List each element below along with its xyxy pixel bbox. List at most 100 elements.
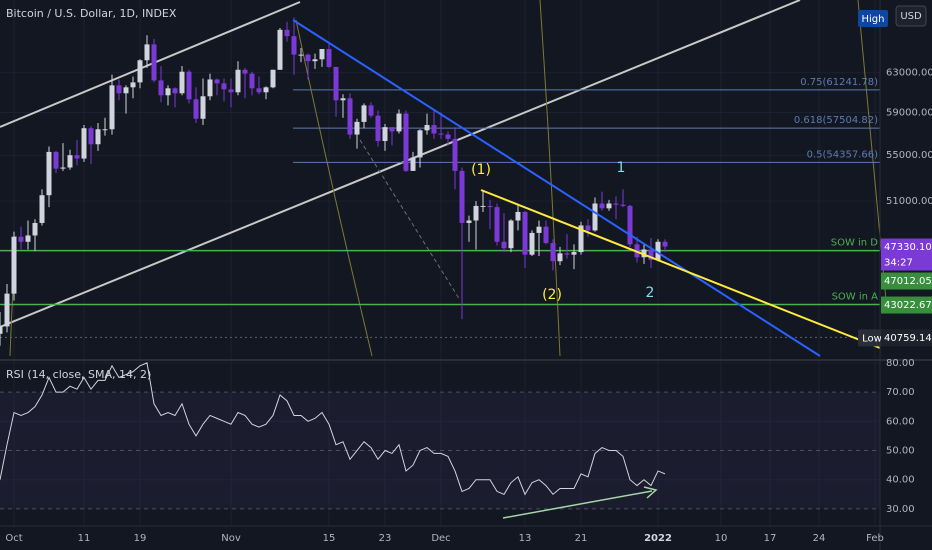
candle-body [102, 129, 108, 131]
candle-body [25, 235, 31, 242]
price-tag-label: 40759.14 [884, 333, 932, 344]
time-arc [295, 19, 373, 357]
candle-body [46, 151, 52, 196]
candle-body [403, 113, 409, 171]
arrow-head [643, 486, 658, 499]
chart-title: Bitcoin / U.S. Dollar, 1D, INDEX [6, 7, 177, 20]
currency-button[interactable] [895, 5, 927, 27]
rsi-line [0, 362, 666, 496]
channel-line [0, 0, 801, 328]
candle-body [242, 69, 248, 74]
level-label: SOW in A [832, 292, 879, 303]
candle-body [655, 241, 661, 260]
level-label: 0.75(61241.78) [800, 77, 878, 88]
candle-body [130, 82, 136, 88]
rsi-tick-label: 70.00 [886, 387, 915, 398]
candle-body [564, 253, 570, 255]
candle-body [620, 204, 626, 206]
level-label: SOW in D [831, 238, 879, 249]
candle-body [641, 249, 647, 258]
candle-body [200, 96, 206, 119]
candle-body [480, 205, 486, 207]
candle-body [18, 236, 24, 242]
x-tick-label: 21 [575, 533, 588, 544]
candle-body [186, 71, 192, 100]
drawings [0, 0, 887, 357]
x-tick-label: 17 [764, 533, 777, 544]
rsi-pane [0, 362, 666, 496]
candle-body [0, 326, 3, 334]
y-tick-label: 55000.00 [886, 150, 932, 161]
candle-body [214, 79, 220, 84]
candle-body [522, 211, 528, 255]
level-label: 0.618(57504.82) [794, 115, 878, 126]
candle-body [354, 121, 360, 135]
candle-body [382, 127, 388, 142]
x-tick-label: 23 [379, 533, 392, 544]
trend-line [292, 19, 821, 357]
high-tag [858, 10, 888, 27]
candle-body [515, 211, 521, 221]
x-tick-label: 24 [813, 533, 826, 544]
candle-body [179, 71, 185, 94]
level-label: 0.5(54357.66) [807, 149, 879, 160]
candle-body [74, 155, 80, 159]
candle-body [487, 205, 493, 208]
candle-body [298, 54, 304, 56]
candle-body [361, 105, 367, 122]
candle-body [494, 207, 500, 242]
candle-body [256, 88, 262, 93]
candle-body [32, 222, 38, 236]
candle-body [466, 220, 472, 223]
candle-body [137, 60, 143, 83]
candle-body [4, 293, 10, 327]
candle-body [452, 138, 458, 171]
candle-body [543, 226, 549, 244]
candle-body [662, 241, 668, 247]
candles [0, 17, 668, 346]
candle-body [627, 205, 633, 245]
candle-body [571, 252, 577, 255]
wave-label: (2) [542, 287, 562, 303]
currency-label[interactable]: USD [900, 11, 922, 22]
trend-lines [292, 19, 881, 357]
candle-body [291, 36, 297, 55]
countdown-label: 34:27 [884, 258, 913, 269]
low-tag-label: Low [862, 333, 882, 344]
candle-body [529, 232, 535, 255]
y-tick-label: 59000.00 [886, 108, 932, 119]
x-tick-label: Feb [866, 533, 884, 544]
x-tick-label: 11 [78, 533, 91, 544]
candle-body [424, 125, 430, 131]
candle-body [305, 54, 311, 62]
x-tick-label: 13 [519, 533, 532, 544]
candle-body [578, 225, 584, 253]
candle-body [375, 115, 381, 142]
price-tag [881, 296, 932, 314]
candle-body [501, 241, 507, 249]
candle-body [648, 249, 654, 260]
y-tick-label: 51000.00 [886, 196, 932, 207]
price-tag-label: 47012.05 [884, 276, 932, 287]
channel-line [0, 1, 301, 128]
candle-body [11, 236, 17, 294]
candle-body [277, 29, 283, 70]
candle-body [158, 80, 164, 96]
candle-body [613, 203, 619, 205]
price-tag-label: 47330.10 [884, 242, 932, 253]
candle-body [389, 127, 395, 132]
price-tag [881, 329, 932, 347]
candle-body [445, 134, 451, 139]
candle-body [368, 105, 374, 116]
candle-body [417, 130, 423, 158]
price-tag [881, 272, 932, 290]
levels: 0.75(61241.78) 0.618(57504.82) 0.5(54357.6… [0, 77, 880, 338]
candle-body [459, 170, 465, 223]
x-tick-label: Dec [431, 533, 450, 544]
candle-body [333, 66, 339, 101]
dashed-line [359, 139, 461, 301]
candle-body [165, 88, 171, 96]
candle-body [284, 29, 290, 37]
